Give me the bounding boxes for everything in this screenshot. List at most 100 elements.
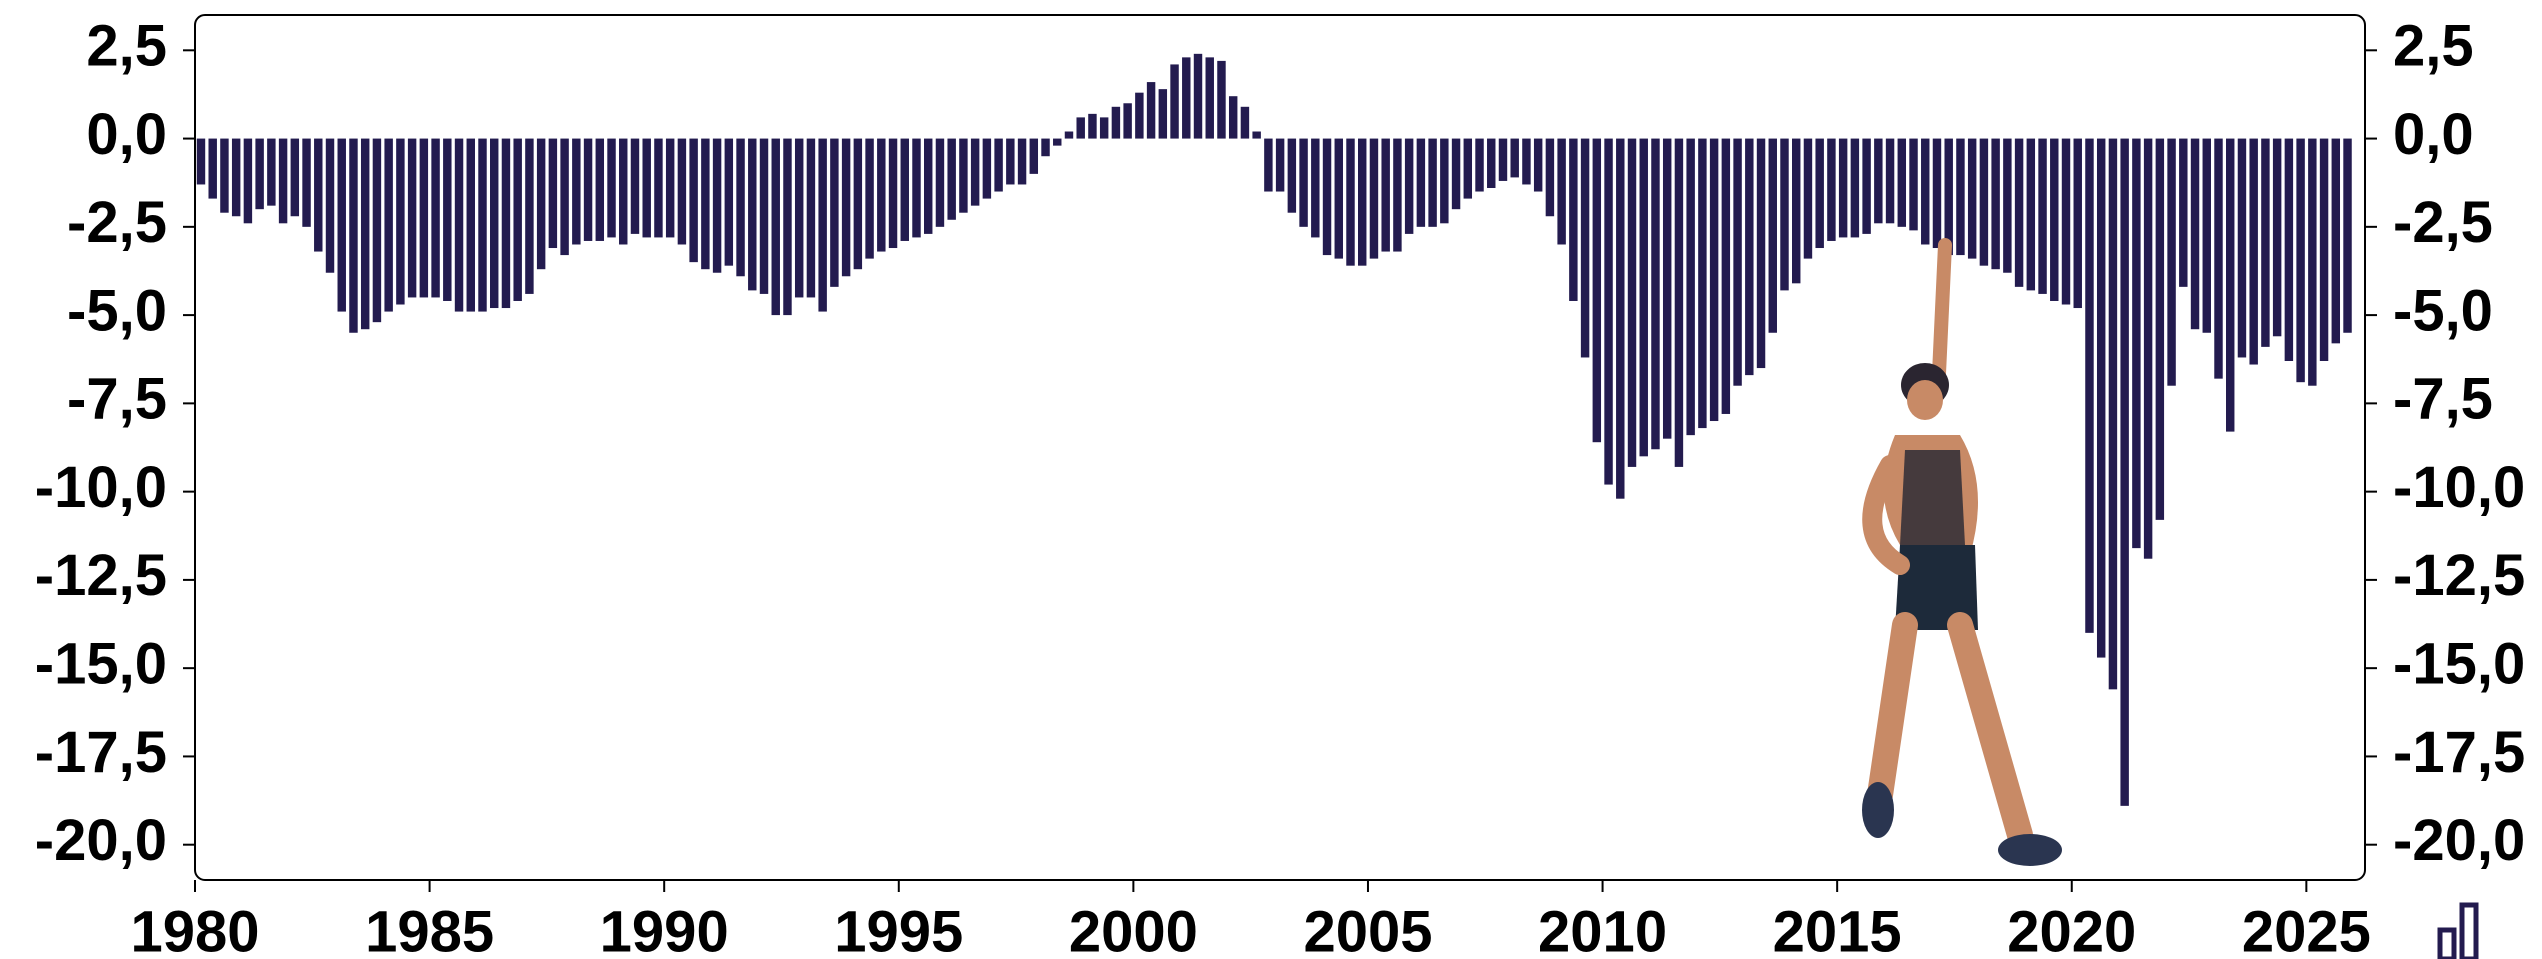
bar xyxy=(1006,138,1015,185)
x-tick-label: 2025 xyxy=(2242,899,2371,959)
bar xyxy=(959,138,968,213)
bar xyxy=(1815,138,1824,249)
bar xyxy=(1393,138,1402,252)
bar xyxy=(349,138,358,333)
bar xyxy=(1874,138,1883,224)
bar xyxy=(1182,57,1191,139)
bar xyxy=(2308,138,2317,386)
bar xyxy=(1674,138,1684,467)
bar xyxy=(1698,138,1707,429)
bar xyxy=(466,138,475,312)
bar xyxy=(1792,138,1801,284)
bar xyxy=(1217,60,1226,139)
bar xyxy=(431,138,440,298)
bar xyxy=(255,138,264,210)
bar xyxy=(360,138,370,330)
bar xyxy=(1545,138,1555,217)
bar xyxy=(1686,138,1695,436)
y2-tick-label: 2,5 xyxy=(2393,14,2474,79)
bar xyxy=(1569,138,1578,301)
bar xyxy=(2132,138,2141,549)
bar xyxy=(2026,138,2036,291)
y2-tick-label: -15,0 xyxy=(2393,631,2525,696)
bar xyxy=(2237,138,2247,358)
plot-frame xyxy=(194,14,2366,881)
bar xyxy=(501,138,511,309)
y-tick-label: 2,5 xyxy=(86,14,167,79)
bar xyxy=(970,138,980,206)
bar xyxy=(2261,138,2270,347)
bar xyxy=(724,138,734,266)
bar xyxy=(572,138,581,245)
bar xyxy=(1897,138,1907,227)
bar xyxy=(1404,138,1414,234)
bar xyxy=(560,138,569,256)
bar xyxy=(2190,138,2200,330)
bar xyxy=(806,138,816,298)
bar xyxy=(220,138,229,213)
bar xyxy=(2214,138,2223,379)
bar xyxy=(290,138,300,217)
bar xyxy=(654,138,663,238)
bar xyxy=(736,138,745,277)
bar xyxy=(2249,138,2258,365)
bar xyxy=(1416,138,1426,227)
bar xyxy=(1932,138,1942,249)
bar xyxy=(1756,138,1766,369)
bar xyxy=(1604,138,1613,485)
x-tick-label: 1985 xyxy=(365,899,494,959)
bar xyxy=(454,138,464,312)
bar xyxy=(1909,138,1918,231)
bar xyxy=(1099,117,1109,139)
bar xyxy=(794,138,804,298)
bar xyxy=(912,138,921,238)
y-tick-label: -7,5 xyxy=(67,367,167,432)
climber-leg xyxy=(1867,612,1918,808)
bar xyxy=(1440,138,1449,224)
bar xyxy=(1580,138,1590,358)
bar xyxy=(407,138,417,298)
bar xyxy=(1369,138,1379,259)
bar xyxy=(2319,138,2329,361)
bar xyxy=(1088,113,1097,139)
bar xyxy=(1205,57,1214,139)
y-tick-label: 0,0 xyxy=(86,102,167,167)
y2-tick-label: -7,5 xyxy=(2393,367,2493,432)
bar xyxy=(595,138,605,241)
bar xyxy=(2014,138,2024,287)
y2-tick-label: -12,5 xyxy=(2393,543,2525,608)
x-tick-label: 1990 xyxy=(600,899,729,959)
bar xyxy=(1475,138,1484,192)
bar xyxy=(208,138,217,199)
bar xyxy=(619,138,628,245)
bar xyxy=(1627,138,1637,467)
bar xyxy=(665,138,675,238)
bar xyxy=(1921,138,1930,245)
bar xyxy=(2096,138,2106,658)
bar xyxy=(1733,138,1742,386)
bar xyxy=(748,138,757,291)
logo xyxy=(2437,902,2479,959)
y-tick-label: -10,0 xyxy=(35,455,167,520)
bar xyxy=(325,138,335,273)
bar xyxy=(630,138,640,234)
bar xyxy=(196,138,206,185)
bar xyxy=(1076,117,1085,139)
bar xyxy=(2296,138,2305,383)
bar xyxy=(419,138,429,298)
bar xyxy=(525,138,534,294)
bar xyxy=(490,138,499,309)
y2-tick-label: -20,0 xyxy=(2393,808,2525,873)
bar xyxy=(677,138,687,245)
bar xyxy=(1463,138,1473,199)
bar xyxy=(2179,138,2188,287)
bar xyxy=(865,138,874,259)
bar xyxy=(1862,138,1871,234)
bar xyxy=(2167,138,2176,386)
x-tick-label: 1995 xyxy=(834,899,963,959)
climber-arm xyxy=(1862,455,1910,575)
bar xyxy=(2155,138,2165,520)
bar xyxy=(607,138,616,238)
bar xyxy=(1428,138,1437,227)
